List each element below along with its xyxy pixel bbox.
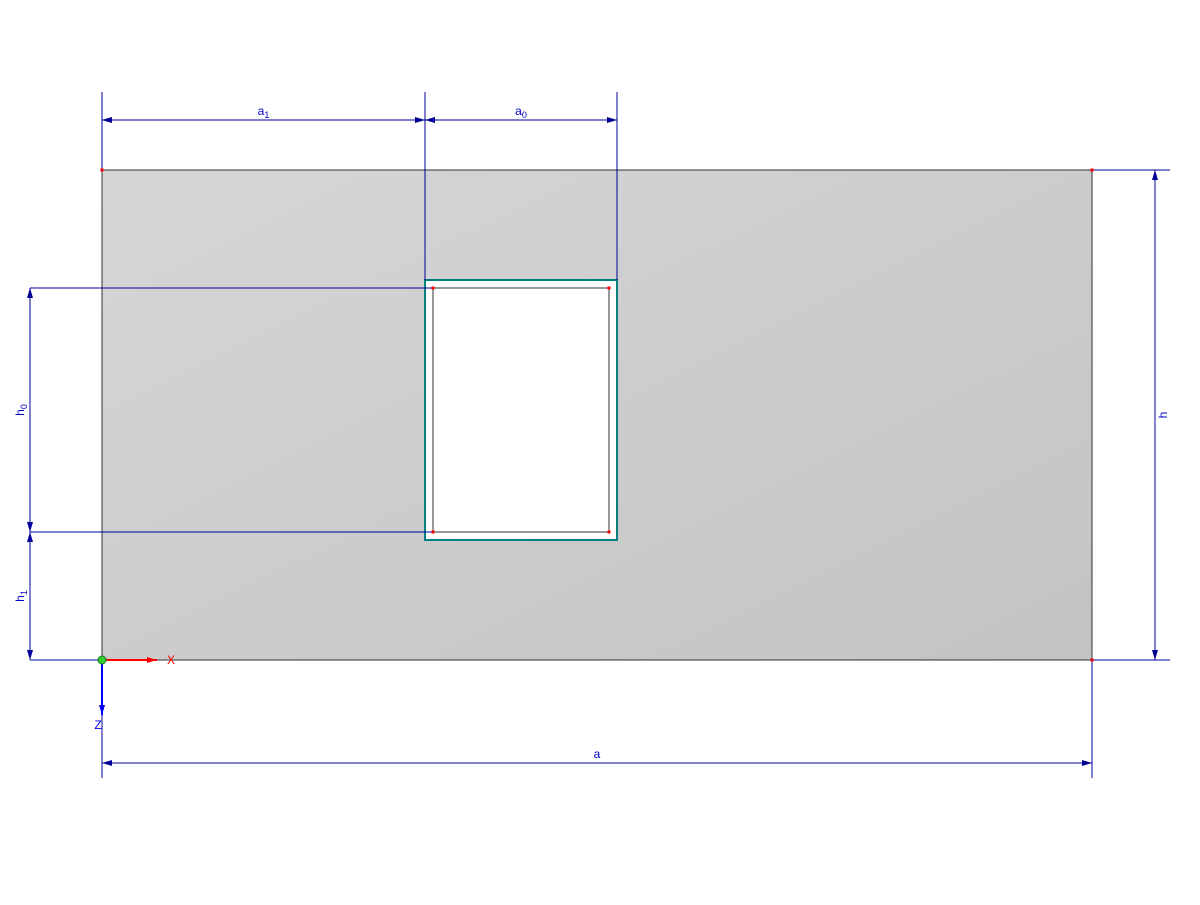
arrowhead: [607, 117, 617, 123]
dimension-label: h: [1156, 412, 1170, 419]
arrowhead: [415, 117, 425, 123]
node-marker: [1091, 169, 1094, 172]
dimension-label: a: [594, 747, 601, 761]
dimension-label: a1: [258, 104, 270, 120]
dimension-vertical: h: [1152, 170, 1170, 660]
dimension-vertical: h1: [13, 532, 33, 660]
dimension-label: h1: [13, 590, 29, 602]
dimension-label: a0: [515, 104, 527, 120]
arrowhead: [102, 117, 112, 123]
arrowhead: [27, 522, 33, 532]
arrowhead: [102, 760, 112, 766]
axis-z-label: Z: [94, 718, 101, 732]
coordinate-axes: XZ: [94, 653, 175, 732]
dimension-horizontal: a1: [102, 104, 425, 123]
dimension-vertical: h0: [13, 288, 33, 532]
axis-x-label: X: [167, 653, 175, 667]
dimension-label: h0: [13, 404, 29, 416]
opening-outer: [425, 280, 617, 540]
arrowhead: [27, 650, 33, 660]
arrowhead: [27, 532, 33, 542]
arrowhead: [425, 117, 435, 123]
arrowhead: [99, 705, 105, 715]
arrowhead: [1082, 760, 1092, 766]
panel-group: [102, 170, 1092, 660]
dimension-horizontal: a0: [425, 104, 617, 123]
diagram-canvas: a1a0ah0h1hXZ: [0, 0, 1200, 900]
arrowhead: [1152, 170, 1158, 180]
arrowhead: [27, 288, 33, 298]
origin-node: [98, 656, 106, 664]
node-marker: [101, 169, 104, 172]
node-marker: [1091, 659, 1094, 662]
dimension-horizontal: a: [102, 747, 1092, 766]
node-marker: [432, 287, 435, 290]
node-marker: [608, 531, 611, 534]
node-marker: [608, 287, 611, 290]
arrowhead: [1152, 650, 1158, 660]
node-marker: [432, 531, 435, 534]
